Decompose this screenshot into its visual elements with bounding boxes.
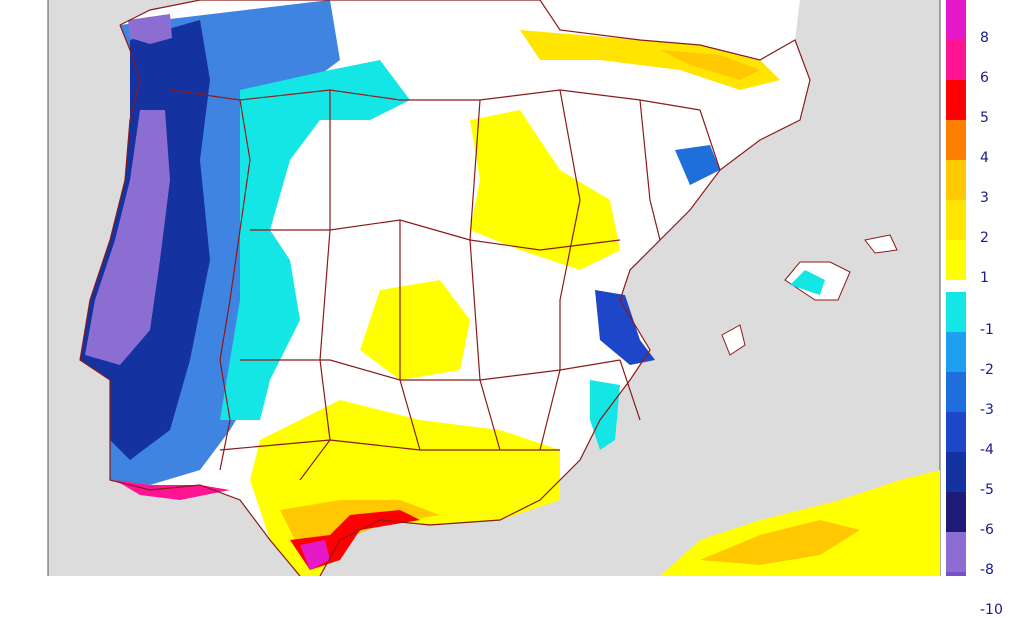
legend-neg-label-6: -8 [980,562,994,578]
legend-pos-swatch-1 [946,40,966,80]
legend-pos-swatch-2 [946,80,966,120]
france-land [540,0,800,60]
legend-neg-swatch-1 [946,332,966,372]
legend-neg-label-2: -3 [980,402,994,418]
legend-neg-swatch-0 [946,292,966,332]
legend-pos-swatch-6 [946,240,966,280]
region-borders [79,0,811,576]
anomaly-west-m8 [85,110,170,365]
legend-pos-swatch-5 [946,200,966,240]
anomaly-valencia-m1 [590,380,620,450]
legend-negative [946,292,966,576]
legend-neg-label-4: -5 [980,482,994,498]
anomaly-ebro-p1 [520,30,780,90]
anomaly-center-p1b [360,280,470,380]
legend-pos-label-4: 3 [980,190,989,206]
anomaly-ebro-p3 [660,50,760,80]
legend-neg-label-0: -1 [980,322,994,338]
north-africa-warm [700,520,860,565]
anomaly-algarve-p4 [115,480,230,500]
map-svg [47,0,966,576]
legend-neg-swatch-2 [946,372,966,412]
legend-neg-swatch-5 [946,492,966,532]
legend-neg-label-5: -6 [980,522,994,538]
legend-neg-label-7: -10 [980,602,1003,618]
legend-pos-label-2: 5 [980,110,989,126]
legend-pos-label-3: 4 [980,150,989,166]
legend-pos-label-5: 2 [980,230,989,246]
anomaly-galicia-m8 [128,14,172,44]
anomaly-malaga-p8 [300,540,330,570]
legend-pos-label-6: 1 [980,270,989,286]
legend-pos-label-1: 6 [980,70,989,86]
legend-neg-swatch-3 [946,412,966,452]
legend-pos-swatch-4 [946,160,966,200]
legend-neg-label-3: -4 [980,442,994,458]
island-ibiza [721,324,746,356]
island-menorca [864,234,898,254]
anomaly-catalonia-m3 [675,145,720,185]
legend-positive [946,0,966,280]
legend-neg-swatch-6 [946,532,966,572]
legend-neg-swatch-4 [946,452,966,492]
anomaly-center-p1a [470,110,620,270]
legend-neg-swatch-7 [946,572,966,576]
legend-pos-swatch-3 [946,120,966,160]
legend-pos-swatch-0 [946,0,966,40]
legend-neg-label-1: -2 [980,362,994,378]
legend-pos-label-0: 8 [980,30,989,46]
anomaly-valencia-m4 [595,290,655,365]
island-mallorca-anom [790,270,825,295]
anomaly-north-m1 [220,60,410,420]
